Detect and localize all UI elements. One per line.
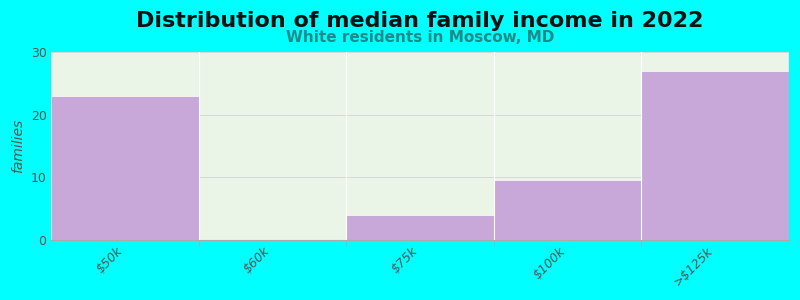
Bar — [346, 215, 494, 240]
Bar — [51, 96, 199, 240]
Title: Distribution of median family income in 2022: Distribution of median family income in … — [137, 11, 704, 31]
Y-axis label: families: families — [11, 119, 25, 173]
Bar — [51, 52, 789, 240]
Bar — [494, 180, 642, 240]
Text: White residents in Moscow, MD: White residents in Moscow, MD — [286, 30, 554, 45]
Bar — [642, 71, 789, 240]
